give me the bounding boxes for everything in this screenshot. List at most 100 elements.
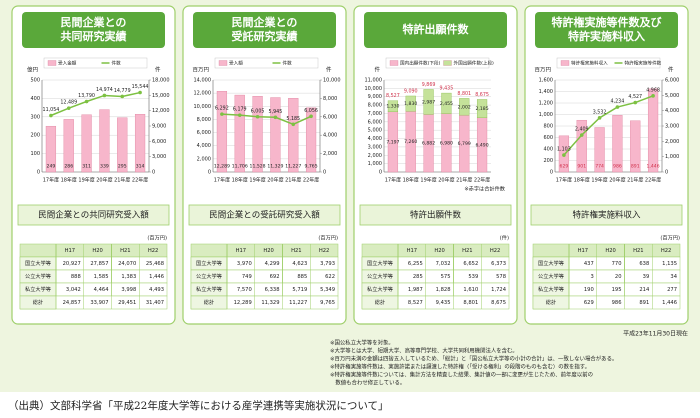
x-tick-label: 19年度 [78, 177, 94, 184]
y-tick-label: 1,000 [539, 112, 553, 118]
caption-box [359, 204, 512, 226]
x-tick-label: 20年度 [609, 177, 625, 184]
bar [305, 107, 317, 173]
table-cell: 7,032 [436, 261, 451, 267]
x-tick-label: 19年度 [249, 177, 265, 184]
y-tick-label: 3,000 [368, 144, 382, 150]
line-point [237, 113, 242, 117]
data-label: 249 [47, 164, 56, 170]
table-cell: 575 [441, 274, 451, 280]
line-point [102, 93, 107, 98]
y-tick-label: 8,000 [197, 117, 211, 123]
title-badge [535, 12, 678, 48]
y2-tick-label: 4,000 [323, 133, 337, 139]
data-label: 2,409 [575, 127, 589, 133]
y-tick-label: 400 [30, 96, 40, 102]
table-header: H22 [148, 248, 159, 254]
y-tick-label: 6,000 [368, 119, 382, 125]
y-tick-label: 0 [37, 170, 40, 176]
table-cell: 692 [270, 274, 280, 280]
data-label: 5,185 [286, 116, 300, 122]
table-header: H20 [605, 248, 616, 254]
data-label: 14,974 [96, 87, 113, 93]
table-cell: 3,998 [121, 287, 136, 293]
table-header: H21 [633, 248, 644, 254]
table-header: H21 [462, 248, 473, 254]
data-label: 6,056 [304, 108, 318, 114]
chart-title: 受託研究実績 [232, 29, 298, 43]
table-header: H20 [263, 248, 274, 254]
bar [134, 114, 146, 173]
table-cell: 749 [242, 274, 252, 280]
table-cell: 11,329 [261, 300, 279, 306]
source: （出典）文部科学省「平成22年度大学等における産学連携等実施状況について」 [8, 399, 389, 412]
table-cell: 29,451 [118, 300, 136, 306]
legend-swatch [47, 60, 57, 66]
note: ※特許権実施等件数については、集計方法を精査した結果、集計値の一部に変更が生じた… [330, 371, 593, 379]
table-header: H22 [319, 248, 330, 254]
table-cell: 437 [584, 261, 594, 267]
y2-tick-label: 1,000 [665, 154, 679, 160]
total-label: 9,869 [422, 82, 436, 88]
table-cell: 8,527 [408, 300, 423, 306]
x-tick-label: 20年度 [96, 177, 112, 184]
line-point [49, 113, 53, 118]
data-label: 11,054 [43, 107, 60, 113]
table-row-label: 総計 [204, 298, 214, 306]
total-label: 8,675 [475, 92, 489, 98]
line [50, 91, 141, 117]
y-tick-label: 1,600 [539, 78, 553, 84]
y2-tick-label: 2,000 [665, 139, 679, 145]
data-label: 6,005 [251, 108, 265, 114]
title-badge [364, 12, 507, 48]
table-cell: 5,719 [292, 287, 307, 293]
table-header: H22 [661, 248, 672, 254]
table-cell: 1,446 [662, 300, 677, 306]
table-cell: 5,349 [320, 287, 335, 293]
y-tick-label: 7,000 [368, 111, 382, 117]
y-tick-label: 2,000 [368, 153, 382, 159]
table-cell: 25,468 [146, 261, 164, 267]
x-tick-label: 18年度 [403, 177, 419, 184]
data-label: 15,544 [132, 84, 149, 90]
table-row-label: 国立大学等 [367, 259, 393, 267]
legend-box [214, 57, 319, 69]
y2-tick-label: 18,000 [152, 78, 170, 84]
x-tick-label: 22年度 [474, 177, 490, 184]
table-cell: 4,623 [292, 261, 307, 267]
table-header: H17 [65, 248, 76, 254]
x-tick-label: 17年度 [385, 177, 401, 184]
table-cell: 8,801 [463, 300, 478, 306]
line-point [84, 99, 89, 104]
table-unit: (百万円) [147, 235, 167, 242]
y-tick-label: 0 [208, 170, 211, 176]
x-tick-label: 19年度 [591, 177, 607, 184]
y2-tick-label: 0 [665, 170, 668, 176]
y2-tick-label: 8,000 [323, 96, 337, 102]
table-cell: 190 [584, 287, 594, 293]
data-label: 314 [136, 164, 145, 170]
legend-swatch [389, 60, 399, 66]
table-cell: 195 [612, 287, 622, 293]
y2-tick-label: 15,000 [152, 93, 170, 99]
table-cell: 3 [590, 274, 593, 280]
table-header: H17 [236, 248, 247, 254]
y2-tick-label: 5,000 [665, 93, 679, 99]
data-label: 12,489 [60, 100, 77, 106]
legend-box [556, 57, 661, 69]
y-tick-label: 9,000 [368, 94, 382, 100]
data-label: 2,987 [422, 99, 435, 105]
table-header: H17 [578, 248, 589, 254]
table-cell: 31,407 [146, 300, 164, 306]
line-point [66, 106, 71, 110]
data-label: 4,968 [646, 87, 660, 93]
table-row-label: 公立大学等 [25, 272, 51, 280]
table-row-label: 公立大学等 [538, 272, 564, 280]
bar-segment [476, 99, 488, 118]
y-tick-label: 8,000 [368, 103, 382, 109]
table-cell: 1,724 [491, 287, 507, 293]
data-label: 891 [631, 164, 640, 170]
data-label: 1,830 [404, 101, 417, 107]
line-point [220, 112, 224, 116]
data-label: 6,980 [440, 140, 453, 146]
